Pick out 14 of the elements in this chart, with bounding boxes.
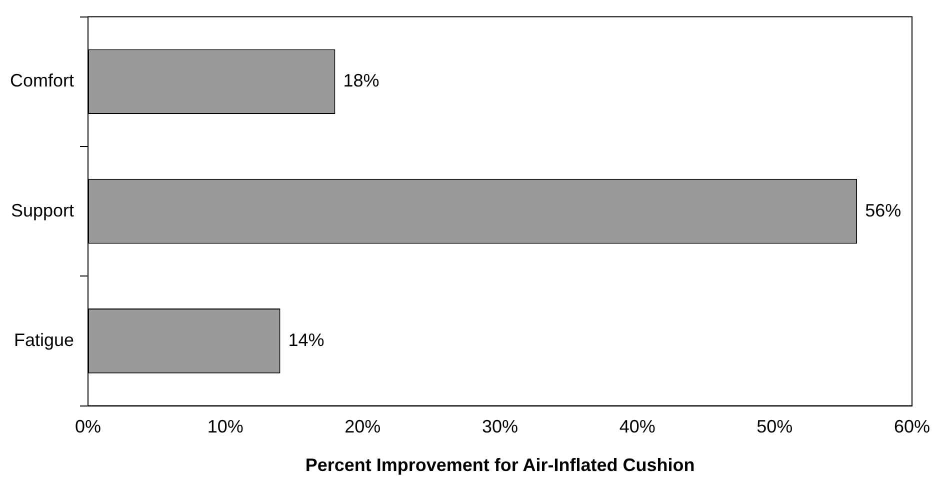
x-axis-title: Percent Improvement for Air-Inflated Cushion (305, 455, 695, 476)
x-tick-label: 50% (756, 416, 793, 437)
y-tick-label: Fatigue (14, 330, 74, 350)
x-tick-label: 0% (75, 416, 102, 437)
data-label: 56% (865, 200, 902, 220)
x-tick-label: 60% (894, 416, 930, 437)
x-tick-label: 10% (207, 416, 244, 437)
x-tick-label: 20% (344, 416, 381, 437)
data-label: 14% (288, 330, 324, 350)
y-tick-label: Comfort (10, 70, 74, 91)
x-tick-label: 30% (482, 416, 518, 437)
data-label: 18% (343, 70, 380, 91)
x-tick-label: 40% (619, 416, 656, 437)
y-tick-label: Support (10, 200, 74, 220)
